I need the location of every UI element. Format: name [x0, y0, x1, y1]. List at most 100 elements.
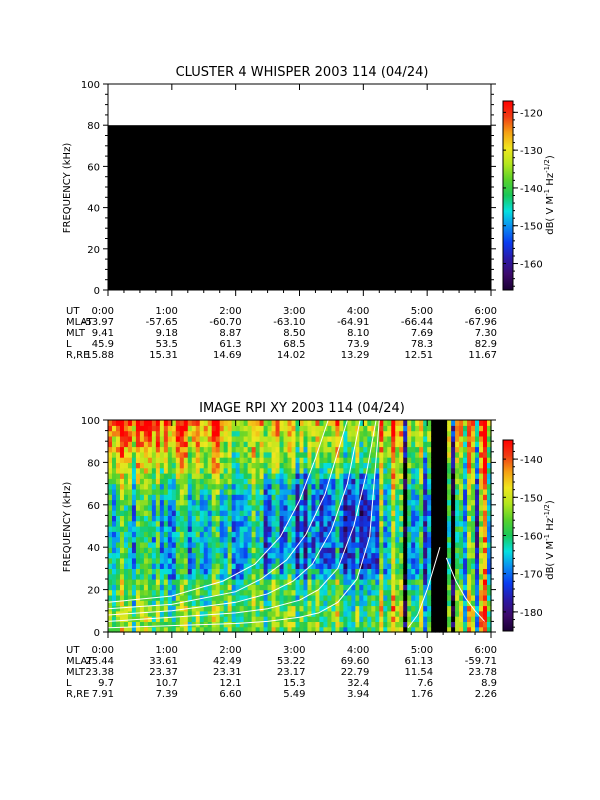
rpi-spectrogram-cell — [291, 483, 297, 490]
rpi-spectrogram-cell — [219, 520, 225, 527]
rpi-spectrogram-cell — [255, 425, 261, 432]
rpi-spectrogram-cell — [363, 494, 368, 501]
rpi-spectrogram-cell — [131, 488, 137, 495]
rpi-spectrogram-cell — [287, 462, 293, 469]
whisper-y-tick-label: 100 — [81, 80, 100, 91]
rpi-spectrogram-cell — [111, 531, 117, 538]
rpi-spectrogram-cell — [399, 610, 404, 617]
rpi-spectrogram-cell — [215, 462, 221, 469]
rpi-spectrogram-cell — [415, 557, 420, 564]
rpi-spectrogram-cell — [379, 626, 384, 633]
rpi-spectrogram-cell — [419, 616, 424, 622]
rpi-spectrogram-cell — [243, 467, 249, 474]
rpi-spectrogram-cell — [147, 568, 153, 575]
rpi-spectrogram-cell — [411, 557, 416, 564]
rpi-spectrogram-cell — [151, 420, 157, 426]
rpi-spectrogram-cell — [243, 610, 249, 617]
whisper-y-tick-label: 60 — [87, 162, 100, 173]
rpi-spectrogram-cell — [355, 557, 360, 564]
rpi-spectrogram-cell — [227, 451, 233, 458]
rpi-spectrogram-cell — [311, 494, 317, 501]
rpi-spectrogram-cell — [363, 446, 368, 453]
rpi-spectrogram-cell — [363, 483, 368, 490]
rpi-spectrogram-cell — [323, 621, 329, 628]
rpi-spectrogram-cell — [355, 420, 360, 426]
rpi-spectrogram-cell — [339, 483, 344, 490]
rpi-spectrogram-cell — [235, 451, 241, 458]
rpi-spectrogram-cell — [479, 626, 484, 633]
rpi-spectrogram-cell — [303, 457, 309, 463]
rpi-spectrogram-cell — [375, 430, 380, 437]
rpi-spectrogram-cell — [471, 610, 476, 617]
rpi-spectrogram-cell — [307, 547, 313, 554]
rpi-spectrogram-cell — [279, 510, 285, 516]
rpi-spectrogram-cell — [287, 616, 293, 622]
rpi-spectrogram-cell — [108, 494, 113, 501]
rpi-spectrogram-cell — [375, 515, 380, 522]
rpi-spectrogram-cell — [399, 547, 404, 554]
rpi-spectrogram-cell — [323, 547, 329, 554]
rpi-spectrogram-cell — [467, 526, 472, 532]
rpi-spectrogram-cell — [307, 616, 313, 622]
rpi-spectrogram-cell — [183, 526, 189, 532]
rpi-spectrogram-cell — [415, 499, 420, 506]
rpi-spectrogram-cell — [355, 579, 360, 585]
rpi-spectrogram-cell — [187, 446, 193, 453]
rpi-spectrogram-cell — [403, 451, 408, 458]
rpi-spectrogram-cell — [231, 573, 237, 580]
rpi-spectrogram-cell — [251, 483, 257, 490]
rpi-spectrogram-cell — [115, 589, 121, 596]
rpi-spectrogram-cell — [127, 520, 133, 527]
rpi-spectrogram-cell — [419, 520, 424, 527]
rpi-spectrogram-cell — [191, 541, 197, 548]
rpi-spectrogram-cell — [323, 441, 329, 448]
rpi-spectrogram-cell — [255, 621, 261, 628]
rpi-spectrogram-cell — [119, 425, 125, 432]
rpi-spectrogram-cell — [203, 626, 209, 633]
whisper-colorbar: -120-130-140-150-160 — [502, 100, 543, 291]
rpi-spectrogram-cell — [451, 520, 456, 527]
rpi-spectrogram-cell — [227, 462, 233, 469]
rpi-spectrogram-cell — [243, 430, 249, 437]
rpi-spectrogram-cell — [211, 488, 217, 495]
rpi-spectrogram-cell — [151, 568, 157, 575]
rpi-spectrogram-cell — [203, 488, 209, 495]
rpi-spectrogram-cell — [267, 499, 273, 506]
rpi-spectrogram-cell — [207, 457, 213, 463]
rpi-spectrogram-cell — [291, 563, 297, 569]
rpi-spectrogram-cell — [239, 526, 245, 532]
rpi-spectrogram-cell — [359, 552, 364, 559]
rpi-spectrogram-cell — [147, 573, 153, 580]
rpi-spectrogram-cell — [447, 568, 452, 575]
rpi-spectrogram-cell — [243, 600, 249, 607]
rpi-spectrogram-cell — [427, 589, 432, 596]
rpi-spectrogram-cell — [175, 594, 181, 601]
rpi-spectrogram-cell — [279, 552, 285, 559]
rpi-spectrogram-cell — [131, 494, 137, 501]
rpi-spectrogram-cell — [287, 610, 293, 617]
rpi-spectrogram-cell — [443, 573, 448, 580]
rpi-spectrogram-cell — [335, 600, 340, 607]
rpi-spectrogram-cell — [327, 473, 333, 479]
rpi-spectrogram-cell — [387, 499, 392, 506]
rpi-spectrogram-cell — [347, 515, 352, 522]
rpi-spectrogram-cell — [191, 526, 197, 532]
rpi-spectrogram-cell — [195, 552, 201, 559]
rpi-spectrogram-cell — [367, 457, 372, 463]
rpi-spectrogram-cell — [399, 626, 404, 633]
rpi-spectrogram-cell — [463, 510, 468, 516]
rpi-spectrogram-cell — [415, 494, 420, 501]
rpi-spectrogram-cell — [187, 610, 193, 617]
rpi-spectrogram-cell — [215, 616, 221, 622]
rpi-spectrogram-cell — [267, 536, 273, 543]
rpi-spectrogram-cell — [187, 594, 193, 601]
rpi-spectrogram-cell — [383, 478, 388, 485]
rpi-spectrogram-cell — [447, 573, 452, 580]
rpi-spectrogram-cell — [203, 600, 209, 607]
rpi-spectrogram-cell — [223, 520, 229, 527]
rpi-spectrogram-cell — [435, 504, 440, 511]
rpi-spectrogram-cell — [207, 536, 213, 543]
rpi-spectrogram-cell — [115, 541, 121, 548]
rpi-spectrogram-cell — [443, 457, 448, 463]
rpi-spectrogram-cell — [347, 425, 352, 432]
